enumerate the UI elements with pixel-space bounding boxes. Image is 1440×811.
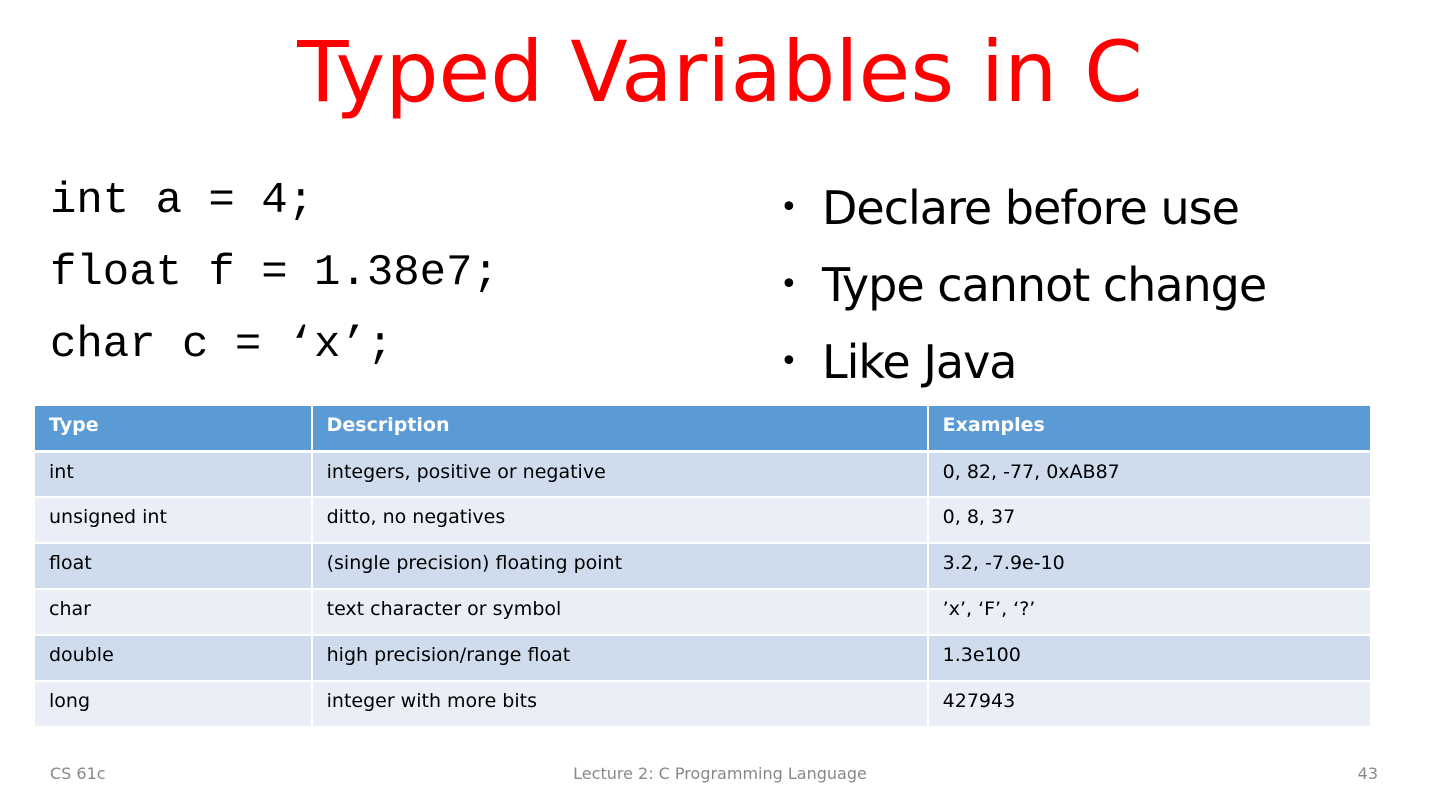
table-row: float (single precision) floating point 3.… xyxy=(33,542,1373,590)
cell-description: integer with more bits xyxy=(310,680,929,728)
header-examples: Examples xyxy=(926,404,1373,453)
cell-examples: 3.2, -7.9e-10 xyxy=(926,542,1373,590)
bullet-list: • Declare before use • Type cannot change … xyxy=(780,176,1267,407)
types-table: Type Description Examples int integers, p… xyxy=(33,404,1373,728)
cell-type: unsigned int xyxy=(33,496,313,544)
cell-description: integers, positive or negative xyxy=(310,450,929,498)
header-type: Type xyxy=(33,404,313,453)
cell-type: int xyxy=(33,450,313,498)
footer-lecture: Lecture 2: C Programming Language xyxy=(573,764,867,783)
bullet-icon: • xyxy=(780,267,798,302)
table-row: double high precision/range float 1.3e100 xyxy=(33,634,1373,682)
bullet-text: Like Java xyxy=(822,335,1017,389)
cell-type: double xyxy=(33,634,313,682)
table-row: unsigned int ditto, no negatives 0, 8, 37 xyxy=(33,496,1373,544)
cell-description: ditto, no negatives xyxy=(310,496,929,544)
bullet-item: • Like Java xyxy=(780,330,1266,407)
code-line: int a = 4; xyxy=(50,176,315,226)
slide-title: Typed Variables in C xyxy=(297,23,1143,121)
cell-description: (single precision) floating point xyxy=(310,542,929,590)
bullet-item: • Type cannot change xyxy=(780,253,1267,330)
code-line: float f = 1.38e7; xyxy=(50,248,499,298)
cell-type: char xyxy=(33,588,313,636)
table-header-row: Type Description Examples xyxy=(33,404,1373,453)
cell-examples: 427943 xyxy=(926,680,1373,728)
cell-examples: 0, 8, 37 xyxy=(926,496,1373,544)
cell-type: float xyxy=(33,542,313,590)
bullet-icon: • xyxy=(780,190,798,225)
bullet-text: Declare before use xyxy=(822,181,1240,235)
cell-examples: 1.3e100 xyxy=(926,634,1373,682)
code-block: int a = 4; float f = 1.38e7; char c = ‘x… xyxy=(50,172,499,388)
table-row: int integers, positive or negative 0, 82, … xyxy=(33,450,1373,498)
cell-examples: 0, 82, -77, 0xAB87 xyxy=(926,450,1373,498)
cell-description: high precision/range float xyxy=(310,634,929,682)
bullet-text: Type cannot change xyxy=(822,258,1267,312)
table-row: long integer with more bits 427943 xyxy=(33,680,1373,728)
table-row: char text character or symbol’x’, ‘F’, ‘?… xyxy=(33,588,1373,636)
header-description: Description xyxy=(310,404,929,453)
code-line: char c = ‘x’; xyxy=(50,320,394,370)
cell-examples: ’x’, ‘F’, ‘?’ xyxy=(926,588,1373,636)
bullet-icon: • xyxy=(780,344,798,379)
footer-course: CS 61c xyxy=(50,764,106,783)
page-number: 43 xyxy=(1357,764,1378,783)
bullet-item: • Declare before use xyxy=(780,176,1266,253)
cell-type: long xyxy=(33,680,313,728)
cell-description: text character or symbol xyxy=(310,588,929,636)
